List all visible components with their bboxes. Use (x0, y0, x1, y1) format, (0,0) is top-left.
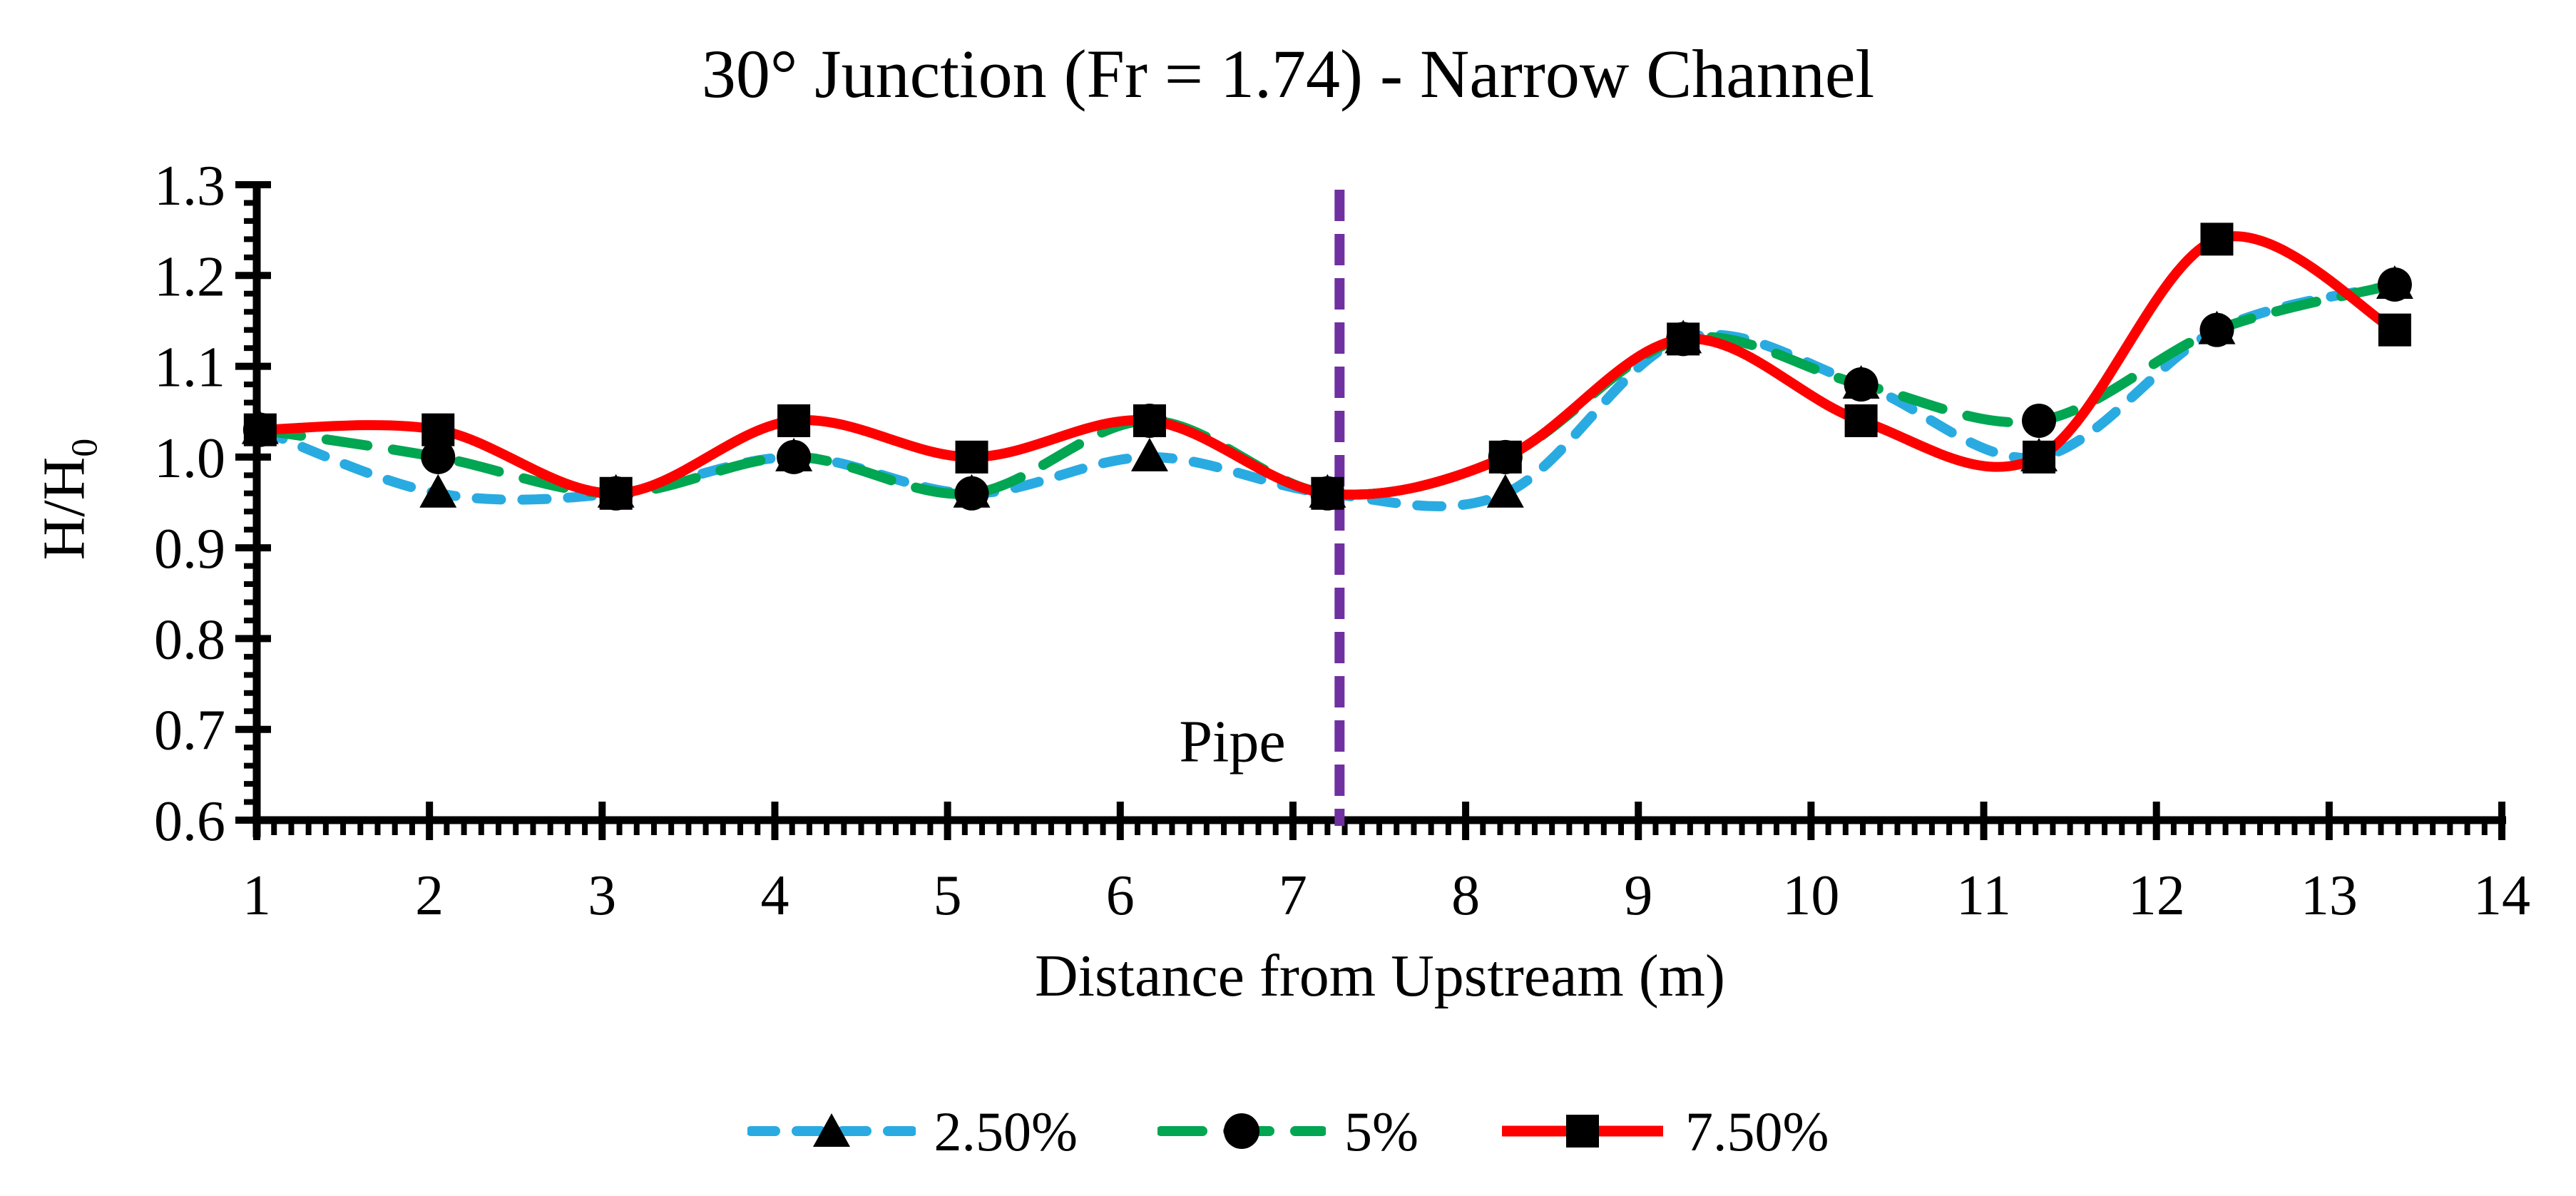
square-marker-icon (1311, 476, 1344, 510)
square-marker-icon (955, 440, 988, 474)
circle-marker-icon (1844, 367, 1879, 402)
x-tick-label: 1 (242, 864, 271, 927)
square-marker-icon (2023, 440, 2056, 474)
x-tick-label: 12 (2128, 864, 2185, 927)
y-tick-label: 0.7 (154, 700, 225, 762)
legend-label: 2.50% (934, 1100, 1078, 1162)
series-5% (242, 267, 2412, 511)
y-tick-label: 1.1 (154, 337, 225, 399)
square-marker-icon (421, 413, 455, 446)
square-marker-icon (1565, 1115, 1599, 1148)
x-tick-label: 4 (760, 864, 789, 927)
legend-sample-dashed-green-circle (1157, 1113, 1326, 1149)
square-marker-icon (1488, 440, 1522, 474)
y-tick-label: 0.8 (154, 608, 225, 671)
circle-marker-icon (777, 439, 812, 474)
circle-marker-icon (954, 476, 989, 511)
series-line-7.50% (255, 231, 2400, 500)
x-tick-label: 3 (588, 864, 616, 927)
square-marker-icon (1133, 404, 1166, 437)
series-2.50% (241, 265, 2413, 511)
circle-marker-icon (2199, 312, 2234, 347)
legend-item-5-percent: 5% (1157, 1100, 1419, 1164)
legend-item-2.50-percent: 2.50% (747, 1100, 1078, 1164)
x-tick-label: 6 (1106, 864, 1135, 927)
triangle-marker-icon (812, 1113, 850, 1147)
square-marker-icon (2378, 313, 2411, 347)
x-tick-label: 2 (415, 864, 444, 927)
legend: 2.50% 5% 7.50% (0, 1100, 2576, 1164)
y-axis-title: H/H0 (30, 439, 106, 561)
axes: 1.31.21.11.00.90.80.70.61 2 3 4 5 6 7 8 9 10 11 12 1… (154, 155, 2530, 927)
square-marker-icon (2200, 223, 2234, 256)
x-tick-label: 7 (1279, 864, 1307, 927)
chart-title: 30° Junction (Fr = 1.74) - Narrow Channe… (701, 36, 1875, 112)
x-tick-label: 8 (1451, 864, 1480, 927)
circle-marker-icon (421, 439, 456, 474)
x-axis-title: Distance from Upstream (m) (1034, 943, 1725, 1009)
circle-marker-icon (2377, 267, 2412, 302)
x-tick-label: 13 (2301, 864, 2358, 927)
x-tick-label: 11 (1956, 864, 2011, 927)
circle-marker-icon (1224, 1113, 1259, 1149)
y-tick-label: 0.9 (154, 518, 225, 581)
x-tick-label: 9 (1624, 864, 1652, 927)
triangle-marker-icon (1486, 474, 1524, 508)
legend-label: 7.50% (1685, 1100, 1829, 1162)
square-marker-icon (1667, 322, 1700, 356)
y-tick-label: 1.2 (154, 245, 225, 308)
square-marker-icon (243, 413, 277, 446)
pipe-annotation-label: Pipe (1179, 708, 1286, 775)
x-tick-label: 10 (1782, 864, 1839, 927)
circle-marker-icon (2022, 403, 2057, 438)
square-marker-icon (599, 476, 633, 510)
series-7.50% (243, 223, 2411, 510)
legend-label: 5% (1344, 1100, 1419, 1162)
y-axis-title-main: H/H (31, 456, 98, 561)
y-tick-label: 1.3 (154, 155, 225, 218)
x-tick-label: 5 (934, 864, 962, 927)
square-marker-icon (1844, 404, 1878, 437)
y-tick-label: 0.6 (154, 790, 225, 853)
legend-item-7.50-percent: 7.50% (1498, 1100, 1829, 1164)
triangle-marker-icon (419, 474, 457, 508)
legend-sample-dashed-blue-triangle (747, 1113, 916, 1147)
y-tick-label: 1.0 (154, 427, 225, 490)
triangle-marker-icon (1130, 437, 1168, 471)
y-axis-title-subscript: 0 (64, 438, 106, 457)
legend-sample-solid-red-square (1501, 1115, 1663, 1148)
series-line-2.50% (255, 280, 2400, 511)
x-tick-label: 14 (2473, 864, 2530, 927)
square-marker-icon (777, 404, 811, 437)
series-line-5% (255, 280, 2400, 500)
